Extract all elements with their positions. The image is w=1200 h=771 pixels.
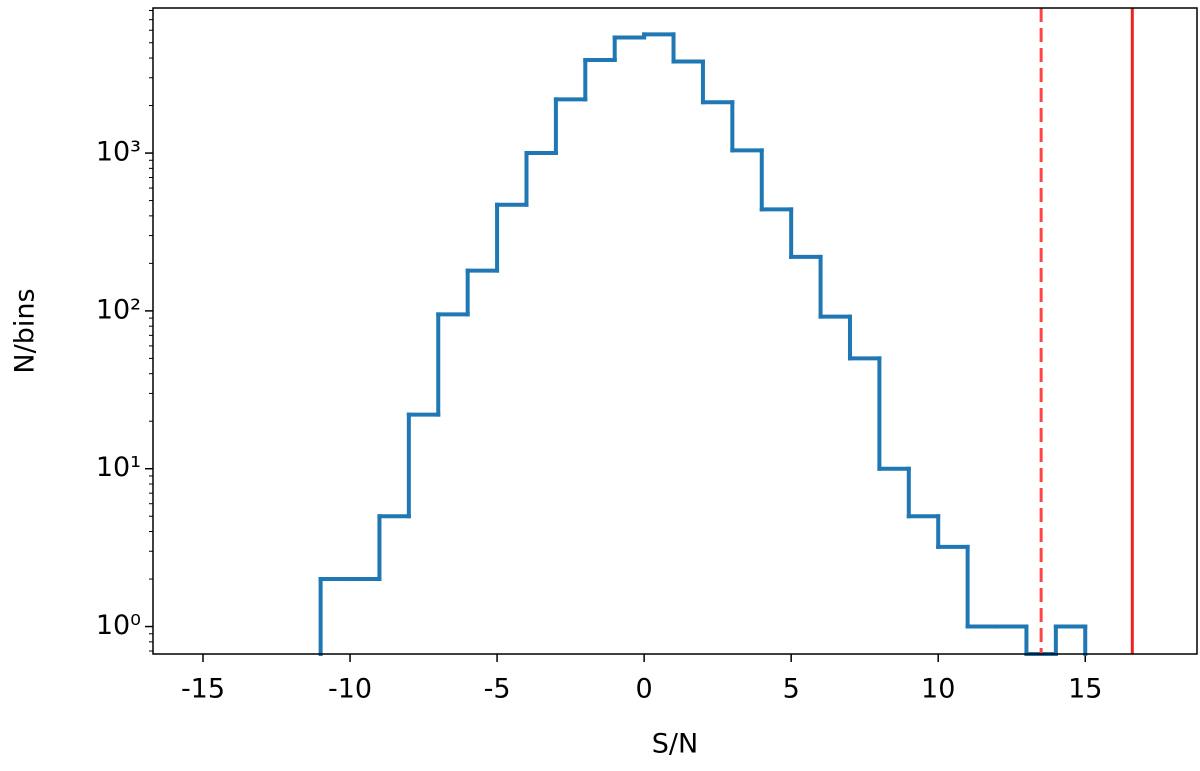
x-tick-label: 15 bbox=[1068, 674, 1102, 705]
plot-frame bbox=[152, 7, 1198, 655]
x-axis-label: S/N bbox=[652, 729, 698, 760]
y-axis-label: N/bins bbox=[10, 288, 41, 373]
x-tick-label: 5 bbox=[783, 674, 800, 705]
x-tick-label: -5 bbox=[484, 674, 511, 705]
x-tick-label: 10 bbox=[921, 674, 955, 705]
y-tick-label: 10³ bbox=[96, 137, 141, 168]
x-tick-label: -15 bbox=[181, 674, 225, 705]
y-tick-label: 10¹ bbox=[96, 452, 141, 483]
x-tick-label: 0 bbox=[636, 674, 653, 705]
x-tick-label: -10 bbox=[328, 674, 372, 705]
y-tick-label: 10² bbox=[96, 294, 141, 325]
y-tick-label: 10⁰ bbox=[96, 610, 141, 641]
